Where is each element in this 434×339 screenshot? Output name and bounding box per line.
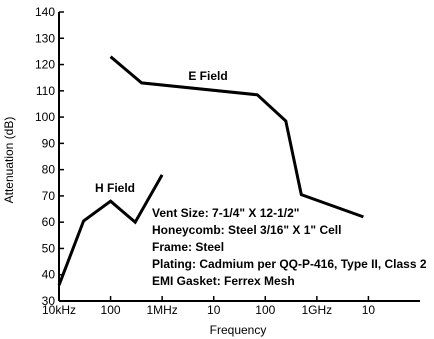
y-tick-label: 130 [35,31,55,45]
chart-axes [58,11,420,302]
h-field-line [57,174,164,286]
x-tick-label: 1MHz [146,303,177,317]
spec-annotation-line: Plating: Cadmium per QQ-P-416, Type II, … [152,257,427,271]
y-tick-label: 140 [35,5,55,19]
x-tick-label: 100 [101,303,121,317]
spec-annotation-line: Frame: Steel [152,240,224,254]
x-tick-label: 1GHz [302,303,333,317]
spec-annotation-line: Vent Size: 7-1/4" X 12-1/2" [152,206,299,220]
x-tick-label: 10 [207,303,221,317]
x-axis-title: Frequency [210,323,267,337]
spec-annotations: Vent Size: 7-1/4" X 12-1/2" Honeycomb: St… [152,206,427,288]
y-tick-label: 70 [42,189,56,203]
y-tick-label: 110 [36,84,55,98]
y-tick-label: 40 [42,268,56,282]
y-tick-label: 60 [42,215,56,229]
h-field-label: H Field [95,181,135,195]
x-tick-label: 10kHz [42,303,76,317]
e-field-label: E Field [188,69,227,83]
y-tick-label: 30 [42,294,56,308]
series-lines [57,55,364,286]
y-tick-label: 90 [42,136,56,150]
y-tick-label: 100 [35,110,55,124]
y-tick-label: 50 [42,241,56,255]
y-tick-label: 80 [42,163,56,177]
spec-annotation-line: Honeycomb: Steel 3/16" X 1" Cell [152,223,341,237]
y-tick-label: 120 [35,58,55,72]
spec-annotation-line: EMI Gasket: Ferrex Mesh [152,274,295,288]
e-field-line [109,55,364,219]
tick-labels: 30 40 50 60 70 80 90 100 110 120 130 140 10kHz 100 1MH… [35,5,375,317]
x-tick-label: 100 [255,303,275,317]
x-tick-label: 10 [362,303,376,317]
series-labels: E Field H Field [95,69,228,195]
y-axis-title: Attenuation (dB) [2,117,16,204]
